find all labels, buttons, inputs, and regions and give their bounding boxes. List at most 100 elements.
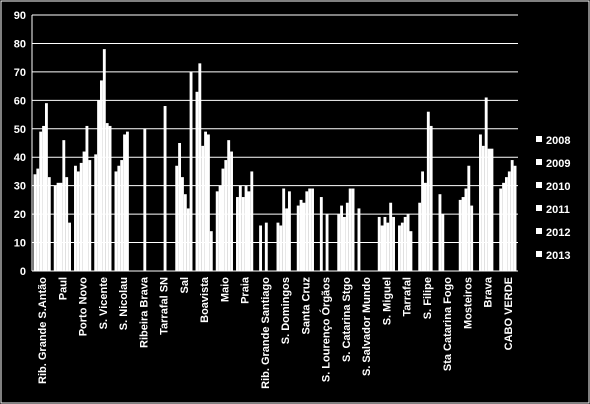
bar — [308, 188, 312, 271]
bar — [502, 182, 506, 271]
legend-label: 2008 — [546, 135, 570, 147]
x-tick-label: Sta Catarina Fogo — [442, 277, 454, 371]
x-tick-label: Porto Novo — [78, 277, 90, 337]
bar — [383, 216, 387, 271]
bar — [79, 162, 83, 271]
bar — [464, 188, 468, 271]
bar — [224, 160, 228, 271]
bar — [44, 103, 48, 271]
bar — [74, 165, 77, 271]
legend-label: 2012 — [546, 227, 570, 239]
bar — [403, 216, 407, 271]
legend-label: 2009 — [546, 158, 570, 170]
bar — [227, 140, 231, 271]
bar — [305, 191, 309, 271]
bar — [299, 199, 303, 271]
bar — [209, 231, 213, 271]
bar — [421, 171, 425, 271]
x-tick-label: S. Salvador Mundo — [361, 277, 373, 376]
bar — [241, 197, 245, 271]
bar — [426, 111, 430, 271]
bar — [39, 131, 43, 271]
bar — [418, 202, 422, 271]
bar — [386, 222, 390, 271]
bar — [247, 191, 251, 271]
bar — [510, 160, 514, 271]
bar — [100, 80, 103, 271]
bar — [351, 188, 355, 271]
bar — [380, 225, 384, 271]
legend-swatch — [536, 228, 542, 234]
bar — [424, 182, 427, 271]
bar — [250, 171, 254, 271]
x-tick-label: S. Vicente — [98, 277, 110, 329]
bar — [53, 185, 57, 271]
x-tick-label: CABO VERDE — [503, 277, 515, 350]
bar — [296, 205, 300, 271]
x-tick-label: S. Domingos — [280, 277, 292, 344]
x-tick-label: Brava — [483, 276, 495, 307]
bar — [319, 197, 323, 271]
y-tick-label: 50 — [14, 124, 26, 136]
bar — [348, 188, 352, 271]
legend-swatch — [536, 205, 542, 211]
bar — [215, 191, 219, 271]
bar — [441, 214, 445, 271]
bar — [484, 97, 488, 271]
y-tick-label: 80 — [14, 38, 26, 50]
bar — [325, 214, 329, 271]
legend-label: 2011 — [546, 204, 570, 216]
bar — [62, 140, 66, 271]
bar — [221, 168, 225, 271]
bar — [400, 222, 404, 271]
bar — [238, 185, 242, 271]
bar — [389, 202, 393, 271]
bar — [56, 182, 60, 271]
bar — [175, 165, 179, 271]
bar — [285, 208, 288, 271]
bar — [186, 208, 190, 271]
bar — [117, 165, 121, 271]
x-tick-label: Praia — [240, 276, 252, 304]
bar — [88, 160, 92, 271]
bar — [68, 222, 71, 271]
bar — [340, 205, 344, 271]
bar — [259, 225, 263, 271]
bar — [123, 134, 126, 271]
bar — [85, 125, 89, 271]
y-tick-label: 90 — [14, 10, 26, 22]
bar — [406, 214, 410, 271]
bar — [195, 91, 199, 271]
bar — [201, 145, 205, 271]
x-tick-label: Maio — [219, 277, 231, 302]
x-tick-label: Tarrafal — [402, 277, 414, 317]
bar — [125, 131, 129, 271]
legend-swatch — [536, 136, 542, 142]
bar — [461, 197, 465, 271]
bar — [398, 225, 401, 271]
bar — [236, 197, 239, 271]
x-tick-label: S. Miguel — [381, 277, 393, 325]
bar — [357, 208, 361, 271]
y-tick-label: 10 — [14, 238, 26, 250]
bar — [311, 188, 314, 271]
bar — [276, 222, 280, 271]
x-tick-label: Ribeira Brava — [138, 276, 150, 348]
bar — [479, 134, 482, 271]
bar — [108, 125, 112, 271]
bar — [505, 177, 508, 271]
bar — [467, 165, 471, 271]
legend-swatch — [536, 182, 542, 188]
bar — [302, 202, 306, 271]
bar — [76, 171, 80, 271]
bar — [181, 177, 184, 271]
bar — [42, 125, 45, 271]
bar — [487, 148, 491, 271]
bar — [377, 216, 381, 271]
y-tick-label: 40 — [14, 152, 26, 164]
bar — [94, 154, 98, 271]
bar — [481, 145, 485, 271]
bar — [282, 188, 286, 271]
y-tick-label: 60 — [14, 95, 26, 107]
y-tick-label: 0 — [20, 266, 26, 278]
